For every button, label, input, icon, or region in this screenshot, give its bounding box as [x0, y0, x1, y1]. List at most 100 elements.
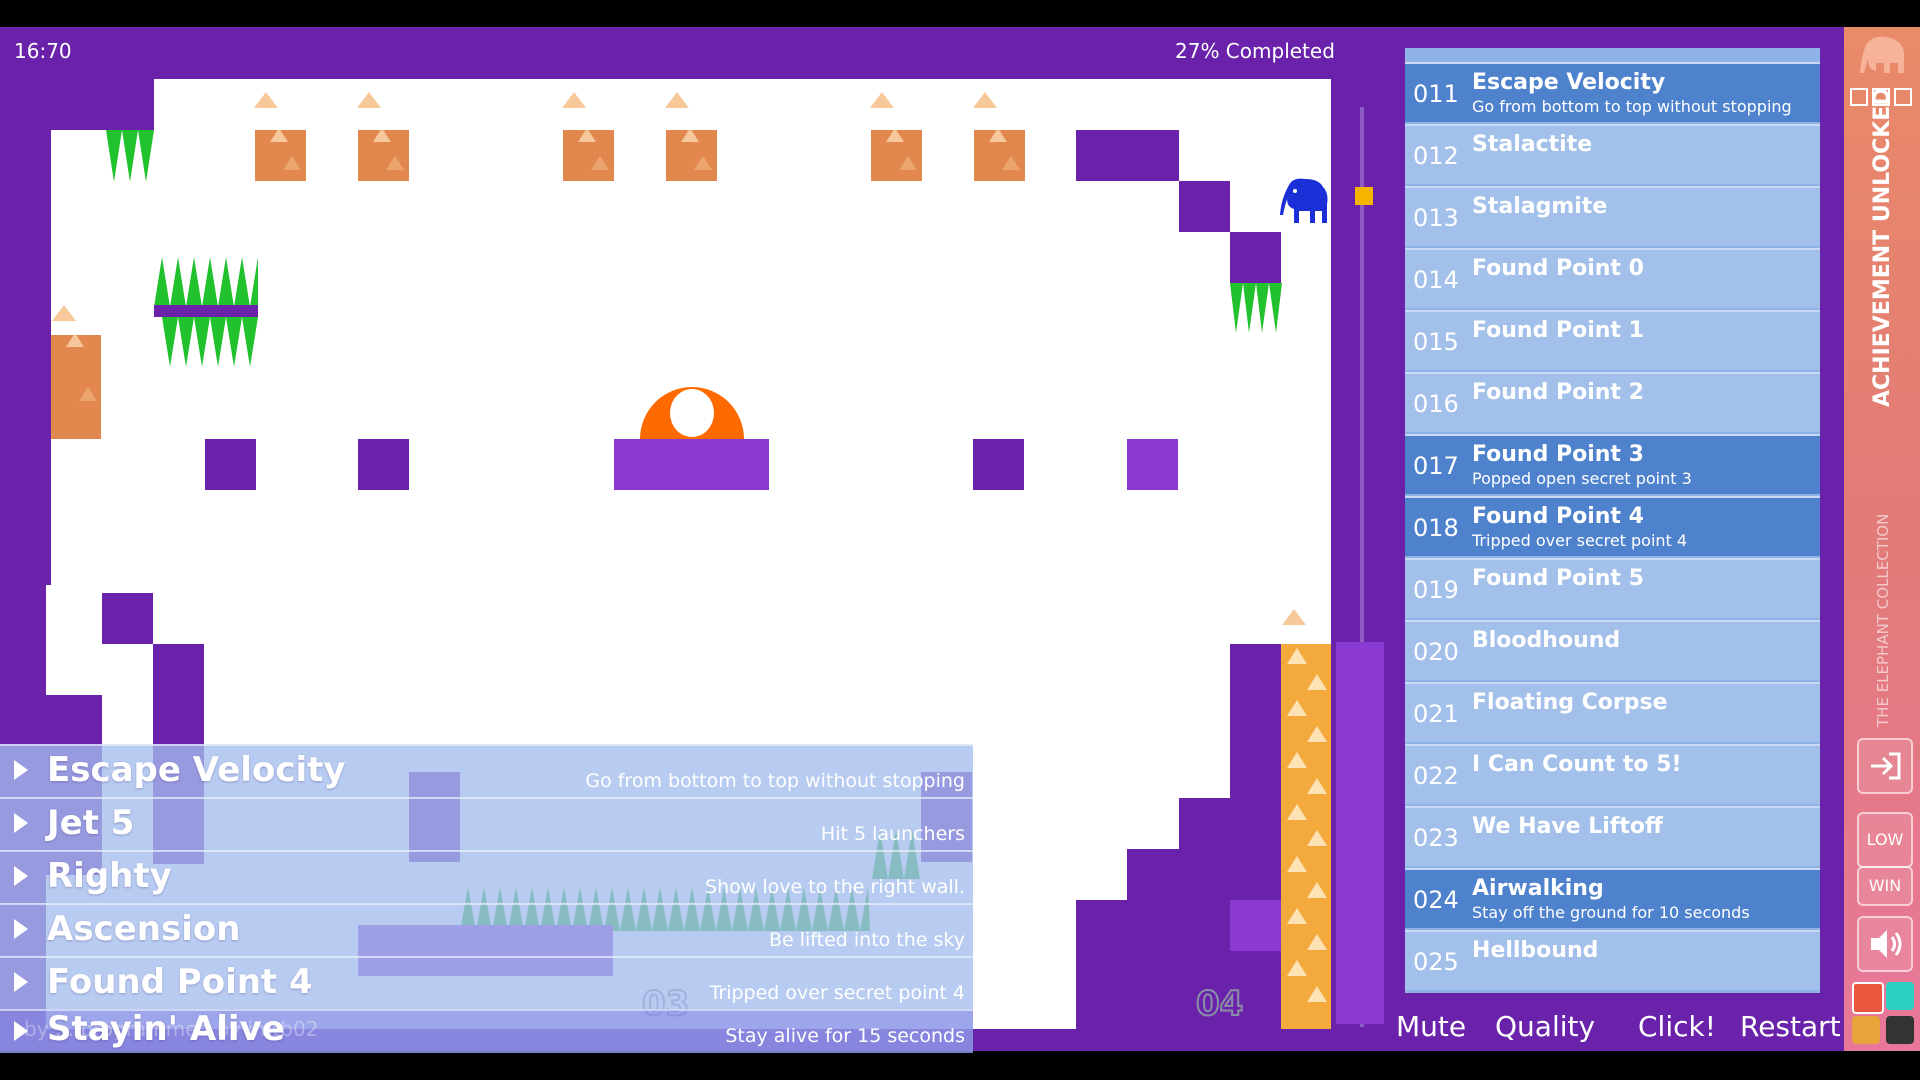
spike-marker: [665, 92, 689, 108]
spike-marker: [870, 92, 894, 108]
wall-block: [1230, 644, 1281, 1029]
play-icon: [14, 866, 28, 886]
play-icon: [14, 813, 28, 833]
achievement-name: Escape Velocity: [1472, 70, 1666, 95]
list-item[interactable]: Jet 5 Hit 5 launchers: [0, 797, 973, 851]
achievement-title: Ascension: [47, 909, 241, 949]
play-icon: [14, 760, 28, 780]
wall-block: [1076, 130, 1179, 181]
exit-button[interactable]: [1857, 738, 1913, 794]
achievement-unlocked-label: ACHIEVEMENT UNLOCKED: [1870, 87, 1895, 407]
indicator-box: [1872, 88, 1890, 106]
ceiling-spikes: [102, 130, 154, 182]
achievement-title: Stayin' Alive: [47, 1009, 285, 1049]
quality-button[interactable]: Quality: [1495, 1010, 1596, 1043]
achievement-desc: Popped open secret point 3: [1472, 469, 1692, 488]
achievement-number: 014: [1413, 266, 1459, 294]
progress-label: 27% Completed: [1175, 39, 1335, 63]
list-item[interactable]: 011 Escape Velocity Go from bottom to top …: [1405, 62, 1820, 122]
achievements-list[interactable]: 011 Escape Velocity Go from bottom to top …: [1405, 48, 1820, 993]
achievement-desc: Stay off the ground for 10 seconds: [1472, 903, 1750, 922]
sound-button[interactable]: [1857, 916, 1913, 972]
achievement-number: 017: [1413, 452, 1459, 480]
list-item[interactable]: 019 Found Point 5: [1405, 558, 1820, 618]
achievement-desc: Be lifted into the sky: [768, 929, 965, 951]
credits-text: by ... programmed by jmtb02: [24, 1017, 319, 1041]
speaker-icon: [1871, 930, 1902, 958]
crate-block: [871, 130, 922, 181]
crate-block: [51, 335, 101, 439]
win-button[interactable]: WIN: [1857, 866, 1913, 906]
achievement-number: 024: [1413, 886, 1459, 914]
color-swatch-dark[interactable]: [1886, 1016, 1914, 1044]
play-icon: [14, 972, 28, 992]
list-item[interactable]: 014 Found Point 0: [1405, 248, 1820, 308]
achievement-number: 021: [1413, 700, 1459, 728]
list-item[interactable]: Found Point 4 Tripped over secret point …: [0, 956, 973, 1010]
floating-block: [205, 439, 256, 490]
achievement-number: 023: [1413, 824, 1459, 852]
list-item[interactable]: 016 Found Point 2: [1405, 372, 1820, 432]
list-item[interactable]: 022 I Can Count to 5!: [1405, 744, 1820, 804]
color-swatch-teal[interactable]: [1886, 982, 1914, 1010]
list-item[interactable]: 025 Hellbound: [1405, 930, 1820, 990]
list-item[interactable]: 015 Found Point 1: [1405, 310, 1820, 370]
wall-block: [1336, 642, 1384, 1024]
wall-block: [46, 79, 154, 130]
achievement-title: Righty: [47, 856, 172, 896]
list-item[interactable]: 012 Stalactite: [1405, 124, 1820, 184]
achievement-number: 020: [1413, 638, 1459, 666]
spike-marker: [254, 92, 278, 108]
list-item[interactable]: 020 Bloodhound: [1405, 620, 1820, 680]
achievement-name: Airwalking: [1472, 876, 1604, 901]
achievement-name: Hellbound: [1472, 938, 1599, 963]
achievement-name: We Have Liftoff: [1472, 814, 1663, 839]
wall-block: [1230, 900, 1281, 951]
launcher-column: [1281, 644, 1331, 1029]
achievement-desc: Go from bottom to top without stopping: [1472, 97, 1792, 116]
list-item[interactable]: by ... programmed by jmtb02 Stayin' Aliv…: [0, 1009, 973, 1053]
achievement-name: Stalagmite: [1472, 194, 1608, 219]
list-item[interactable]: 021 Floating Corpse: [1405, 682, 1820, 742]
achievement-name: Found Point 4: [1472, 504, 1644, 529]
achievement-name: Found Point 5: [1472, 566, 1644, 591]
achievement-desc: Stay alive for 15 seconds: [725, 1025, 965, 1047]
list-item[interactable]: 017 Found Point 3 Popped open secret point…: [1405, 434, 1820, 494]
list-item[interactable]: Ascension Be lifted into the sky: [0, 903, 973, 957]
recent-achievements-overlay: Escape Velocity Go from bottom to top wi…: [0, 744, 973, 1053]
wall-block: [1179, 798, 1230, 1029]
wall-block: [46, 130, 51, 585]
achievement-desc: Go from bottom to top without stopping: [585, 770, 965, 792]
list-item[interactable]: 018 Found Point 4 Tripped over secret poin…: [1405, 496, 1820, 556]
floating-block: [358, 439, 409, 490]
low-quality-button[interactable]: LOW: [1857, 812, 1913, 868]
timer: 16:70: [14, 39, 72, 63]
restart-button[interactable]: Restart: [1740, 1010, 1841, 1043]
achievement-name: Found Point 0: [1472, 256, 1644, 281]
crate-block: [563, 130, 614, 181]
click-button[interactable]: Click!: [1638, 1010, 1716, 1043]
achievement-desc: Hit 5 launchers: [820, 823, 965, 845]
elephant-player: [1280, 178, 1328, 223]
wall-block: [1230, 232, 1281, 283]
play-icon: [14, 919, 28, 939]
mute-button[interactable]: Mute: [1396, 1010, 1467, 1043]
wall-block: [1076, 900, 1127, 1029]
platform: [614, 439, 769, 490]
list-item[interactable]: Escape Velocity Go from bottom to top wi…: [0, 744, 973, 798]
play-icon: [14, 1021, 28, 1041]
wall-block: [1127, 849, 1179, 1029]
color-swatch-amber[interactable]: [1852, 1016, 1880, 1044]
indicator-box: [1850, 88, 1868, 106]
side-bar: ACHIEVEMENT UNLOCKED THE ELEPHANT COLLEC…: [1844, 27, 1920, 1051]
achievement-name: Floating Corpse: [1472, 690, 1668, 715]
spike-trap: [154, 257, 258, 367]
spike-marker: [1282, 609, 1306, 625]
list-item[interactable]: 013 Stalagmite: [1405, 186, 1820, 246]
indicator-box: [1894, 88, 1912, 106]
ceiling-spikes: [1230, 283, 1282, 333]
list-item[interactable]: Righty Show love to the right wall.: [0, 850, 973, 904]
list-item[interactable]: 024 Airwalking Stay off the ground for 10 …: [1405, 868, 1820, 928]
list-item[interactable]: 023 We Have Liftoff: [1405, 806, 1820, 866]
color-swatch-orange[interactable]: [1852, 982, 1884, 1014]
